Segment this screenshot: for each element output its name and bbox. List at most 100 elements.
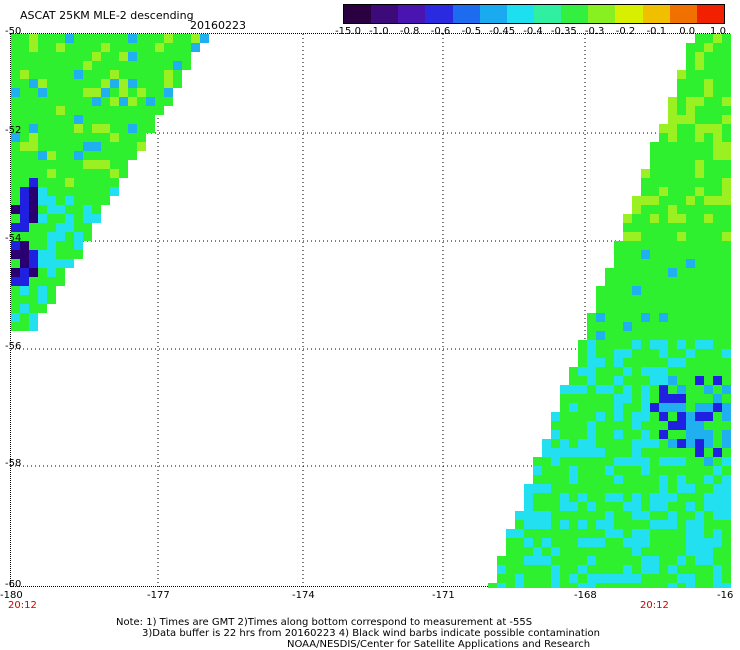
data-cell	[542, 574, 551, 583]
data-cell	[542, 529, 551, 538]
data-cell	[578, 385, 587, 394]
data-cell	[650, 313, 659, 322]
data-cell	[695, 412, 704, 421]
data-cell	[614, 412, 623, 421]
color-scale-segment	[506, 5, 534, 23]
data-cell	[641, 376, 650, 385]
data-cell	[128, 61, 137, 70]
data-cell	[659, 295, 668, 304]
color-scale-tick-label: -0.2	[615, 26, 636, 37]
data-cell	[587, 448, 596, 457]
data-cell	[47, 115, 56, 124]
data-cell	[695, 583, 704, 588]
data-cell	[56, 259, 65, 268]
data-cell	[650, 538, 659, 547]
data-cell	[101, 169, 110, 178]
data-cell	[641, 520, 650, 529]
data-cell	[128, 79, 137, 88]
data-cell	[56, 214, 65, 223]
data-cell	[614, 241, 623, 250]
data-cell	[38, 97, 47, 106]
data-cell	[587, 340, 596, 349]
data-cell	[74, 178, 83, 187]
data-cell	[533, 574, 542, 583]
data-cell	[704, 61, 713, 70]
data-cell	[623, 241, 632, 250]
data-cell	[47, 79, 56, 88]
latitude-tick-label: -56	[5, 341, 22, 352]
data-cell	[713, 115, 722, 124]
data-cell	[704, 151, 713, 160]
data-cell	[83, 205, 92, 214]
data-cell	[650, 448, 659, 457]
data-cell	[569, 502, 578, 511]
data-cell	[587, 529, 596, 538]
data-cell	[722, 394, 731, 403]
data-cell	[146, 52, 155, 61]
data-cell	[677, 538, 686, 547]
data-cell	[74, 115, 83, 124]
data-cell	[596, 475, 605, 484]
data-cell	[101, 160, 110, 169]
data-cell	[515, 520, 524, 529]
data-cell	[722, 358, 731, 367]
data-cell	[623, 349, 632, 358]
data-cell	[596, 448, 605, 457]
data-cell	[560, 466, 569, 475]
data-cell	[677, 529, 686, 538]
data-cell	[38, 151, 47, 160]
data-cell	[38, 106, 47, 115]
data-cell	[20, 97, 29, 106]
data-cell	[650, 574, 659, 583]
data-cell	[668, 538, 677, 547]
data-cell	[614, 565, 623, 574]
data-cell	[65, 178, 74, 187]
data-cell	[695, 385, 704, 394]
data-cell	[20, 187, 29, 196]
data-cell	[668, 106, 677, 115]
data-cell	[677, 133, 686, 142]
data-cell	[65, 241, 74, 250]
data-cell	[596, 394, 605, 403]
data-cell	[20, 250, 29, 259]
data-cell	[650, 295, 659, 304]
data-cell	[713, 349, 722, 358]
data-cell	[20, 304, 29, 313]
data-cell	[686, 268, 695, 277]
data-cell	[659, 142, 668, 151]
data-cell	[92, 79, 101, 88]
data-cell	[695, 97, 704, 106]
data-cell	[38, 259, 47, 268]
data-cell	[704, 241, 713, 250]
data-cell	[623, 214, 632, 223]
color-scale-segment	[533, 5, 562, 23]
data-cell	[29, 232, 38, 241]
data-cell	[47, 160, 56, 169]
data-cell	[686, 205, 695, 214]
data-cell	[722, 439, 731, 448]
data-cell	[695, 43, 704, 52]
data-cell	[686, 358, 695, 367]
data-cell	[146, 97, 155, 106]
data-cell	[704, 511, 713, 520]
data-cell	[65, 160, 74, 169]
data-cell	[542, 511, 551, 520]
data-cell	[596, 313, 605, 322]
data-cell	[713, 502, 722, 511]
data-cell	[686, 214, 695, 223]
data-cell	[695, 124, 704, 133]
data-cell	[20, 43, 29, 52]
data-cell	[632, 313, 641, 322]
data-cell	[20, 151, 29, 160]
data-cell	[623, 484, 632, 493]
data-cell	[713, 178, 722, 187]
data-cell	[641, 205, 650, 214]
data-cell	[695, 79, 704, 88]
data-cell	[569, 511, 578, 520]
data-cell	[614, 529, 623, 538]
data-cell	[578, 439, 587, 448]
data-cell	[695, 214, 704, 223]
data-cell	[668, 574, 677, 583]
data-cell	[722, 178, 731, 187]
data-cell	[56, 268, 65, 277]
